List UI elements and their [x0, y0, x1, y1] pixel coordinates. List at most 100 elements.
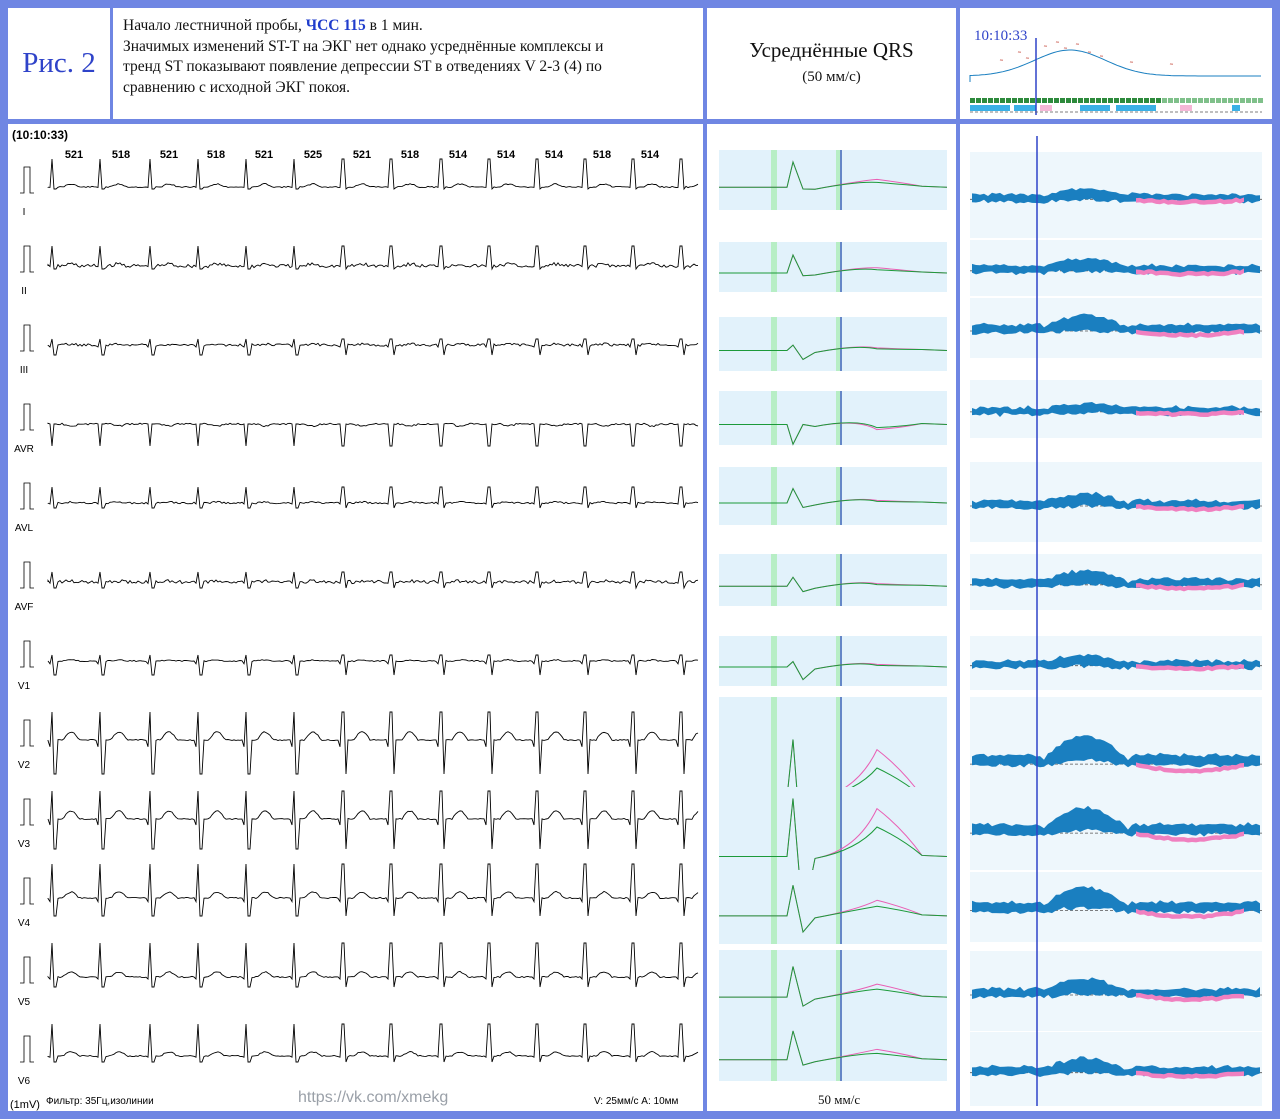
avg-window-start — [771, 317, 777, 371]
activity-bar — [1240, 98, 1245, 103]
calibration-pulse — [20, 877, 34, 905]
current-complex — [719, 966, 948, 1007]
ecg-lead-iii: III — [20, 324, 699, 376]
ecg-trace — [47, 711, 699, 775]
activity-bar — [1186, 98, 1191, 103]
avg-window-start — [771, 787, 777, 899]
lead-label: AVR — [14, 444, 34, 455]
avg-background — [719, 467, 947, 525]
st-trend-v4 — [970, 872, 1262, 942]
calibration-pulse — [20, 561, 34, 589]
calibration-pulse — [20, 956, 34, 984]
avg-complex-v1 — [719, 636, 948, 686]
calibration-label: (1mV) — [10, 1099, 40, 1111]
rr-interval-label: 521 — [353, 149, 371, 161]
st-trend-i — [970, 152, 1262, 238]
ecg-strips: (10:10:33) 521 518 521 518 521 525 521 518 514 51… — [10, 128, 699, 1111]
st-trend-ii — [970, 240, 1262, 296]
event-marker: ˜ — [1075, 42, 1080, 52]
activity-bar — [1150, 98, 1155, 103]
activity-bar — [1078, 98, 1083, 103]
event-marker: ˜ — [999, 58, 1004, 68]
avg-window-end — [836, 242, 842, 292]
avg-background — [719, 636, 947, 686]
activity-bar — [988, 98, 993, 103]
rr-interval-label: 514 — [449, 149, 468, 161]
event-marker: ˜ — [1017, 50, 1022, 60]
activity-bar — [1162, 98, 1167, 103]
speed-amplitude-info: V: 25мм/с A: 10мм — [594, 1096, 679, 1107]
ecg-trace — [47, 654, 699, 676]
activity-bar — [1216, 98, 1221, 103]
rr-interval-row: 521 518 521 518 521 525 521 518 514 514 514 518 514 — [65, 149, 660, 161]
activity-bar — [1036, 98, 1041, 103]
activity-bar — [1168, 98, 1173, 103]
avg-window-end — [836, 391, 842, 445]
avg-background — [719, 317, 947, 371]
ecg-timestamp: (10:10:33) — [12, 128, 68, 142]
event-marker: ˜ — [1169, 62, 1174, 72]
ecg-lead-v4: V4 — [18, 863, 699, 929]
st-depression-band — [1136, 908, 1244, 920]
figure-label: Рис. 2 — [8, 8, 110, 119]
activity-bar — [970, 98, 975, 103]
activity-bar — [1090, 98, 1095, 103]
ecg-lead-v5: V5 — [18, 942, 699, 1008]
rr-interval-label: 525 — [304, 149, 322, 161]
rr-interval-label: 518 — [401, 149, 419, 161]
activity-bar — [1144, 98, 1149, 103]
avg-complex-ii — [719, 242, 948, 292]
activity-bar — [1258, 98, 1263, 103]
st-trend-v5 — [970, 951, 1262, 1031]
current-complex — [719, 660, 948, 681]
current-complex — [719, 253, 948, 277]
st-depression-band — [1136, 582, 1244, 592]
ecg-trace — [47, 942, 699, 988]
avg-background — [719, 1025, 947, 1081]
averaged-complexes — [719, 150, 948, 1081]
activity-bar — [1102, 98, 1107, 103]
ecg-trace — [47, 1023, 699, 1063]
avg-window-start — [771, 242, 777, 292]
avg-window-end — [836, 467, 842, 525]
calibration-pulse — [20, 719, 34, 747]
event-marker: ˜ — [1043, 44, 1048, 54]
lead-label: AVF — [15, 602, 34, 613]
lead-label: V3 — [18, 839, 31, 850]
activity-bar — [1126, 98, 1131, 103]
ecg-trace — [47, 486, 699, 509]
rr-interval-label: 521 — [160, 149, 178, 161]
activity-bar — [1048, 98, 1053, 103]
activity-bar — [1204, 98, 1209, 103]
description-line-2: Значимых изменений ST-T на ЭКГ нет однак… — [123, 37, 604, 55]
st-trend-v3 — [970, 788, 1262, 870]
avg-window-end — [836, 870, 842, 944]
activity-bar — [1120, 98, 1125, 103]
lead-label: V6 — [18, 1076, 31, 1087]
avg-background — [719, 391, 947, 445]
activity-bar — [1060, 98, 1065, 103]
lead-label: AVL — [15, 523, 34, 534]
lead-label: II — [21, 286, 27, 297]
st-trend-band — [972, 313, 1260, 335]
st-trend-avl — [970, 462, 1262, 542]
segment-bar — [970, 105, 1010, 111]
avg-complex-avr — [719, 391, 948, 446]
st-depression-band — [1136, 831, 1244, 843]
averaged-speed: (50 мм/с) — [802, 69, 861, 85]
avg-window-start — [771, 1025, 777, 1081]
averaged-footer-speed: 50 мм/с — [818, 1092, 860, 1107]
calibration-pulse — [20, 640, 34, 668]
ecg-trace — [47, 158, 699, 191]
activity-bar — [1228, 98, 1233, 103]
avg-background — [719, 870, 947, 944]
avg-background — [719, 554, 947, 606]
averaged-title: Усреднённые QRS — [749, 38, 914, 62]
st-depression-band — [1136, 1070, 1244, 1080]
segment-bar — [1040, 105, 1052, 111]
st-depression-band — [1136, 993, 1244, 1003]
avg-window-end — [836, 950, 842, 1026]
activity-bar — [1066, 98, 1071, 103]
avg-window-end — [836, 554, 842, 606]
st-depression-band — [1136, 268, 1244, 278]
